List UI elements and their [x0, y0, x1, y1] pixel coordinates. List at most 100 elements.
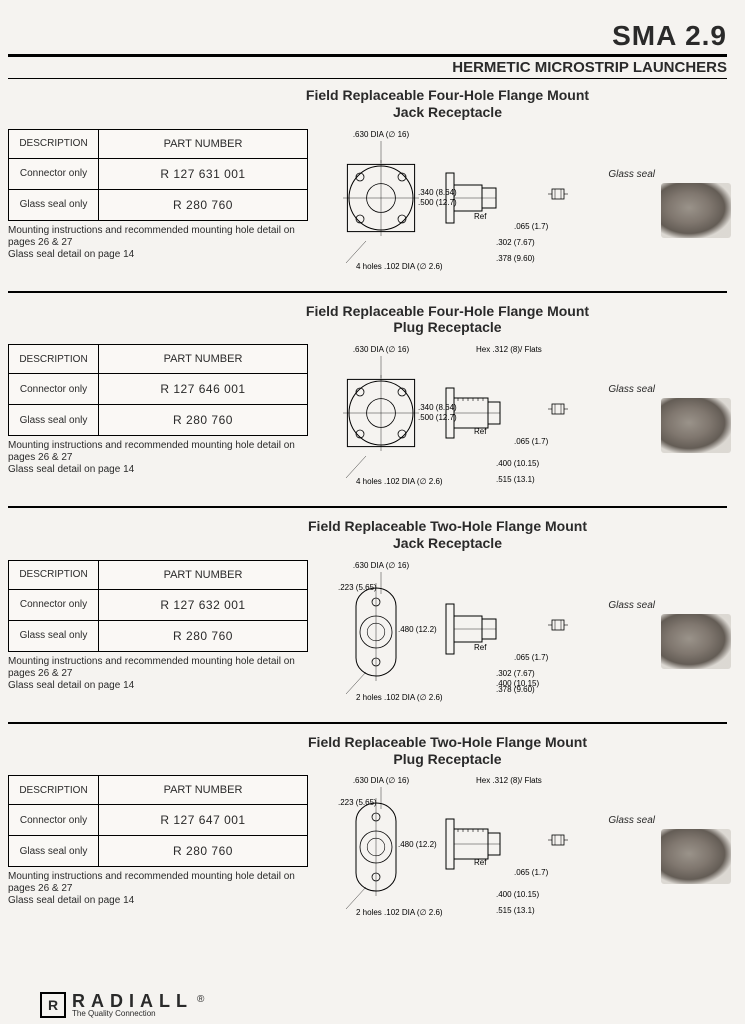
diagram-area: .630 DIA (∅ 16) Hex .312 (8)/ Flats .340… [326, 338, 727, 498]
svg-text:.065 (1.7): .065 (1.7) [514, 222, 549, 231]
svg-text:.500 (12.7): .500 (12.7) [418, 413, 457, 422]
section-title: Field Replaceable Two-Hole Flange Mount … [168, 734, 727, 768]
part-table: DESCRIPTION PART NUMBER Connector only R… [8, 129, 308, 221]
header-rule [8, 54, 727, 57]
technical-diagram: .630 DIA (∅ 16) .223 (5.65) .480 (12.2) … [326, 554, 626, 714]
cell-partnumber: R 280 760 [99, 189, 308, 220]
svg-text:.500 (12.7): .500 (12.7) [418, 198, 457, 207]
svg-text:4 holes .102 DIA (∅ 2.6): 4 holes .102 DIA (∅ 2.6) [356, 477, 443, 486]
diagram-area: .630 DIA (∅ 16) Hex .312 (8)/ Flats .223… [326, 769, 727, 929]
svg-text:.515 (13.1): .515 (13.1) [496, 906, 535, 915]
product-photo [661, 614, 731, 669]
cell-partnumber: R 127 632 001 [99, 589, 308, 620]
page-title: SMA 2.9 [8, 20, 727, 52]
header-rule-2 [8, 78, 727, 79]
svg-text:.065 (1.7): .065 (1.7) [514, 437, 549, 446]
svg-text:.302 (7.67): .302 (7.67) [496, 669, 535, 678]
svg-text:.630 DIA (∅ 16): .630 DIA (∅ 16) [353, 561, 410, 570]
svg-text:.480 (12.2): .480 (12.2) [398, 840, 437, 849]
svg-text:.065 (1.7): .065 (1.7) [514, 653, 549, 662]
mounting-note: Mounting instructions and recommended mo… [8, 225, 318, 261]
footer: R RADIALL ® The Quality Connection [40, 992, 204, 1018]
cell-desc: Glass seal only [9, 189, 99, 220]
product-photo [661, 829, 731, 884]
table-header-pn: PART NUMBER [99, 776, 308, 805]
footer-tagline: The Quality Connection [72, 1010, 204, 1018]
svg-text:.302 (7.67): .302 (7.67) [496, 238, 535, 247]
svg-text:.630 DIA (∅ 16): .630 DIA (∅ 16) [353, 130, 410, 139]
table-row: Glass seal only R 280 760 [9, 189, 308, 220]
svg-text:2 holes .102 DIA (∅ 2.6): 2 holes .102 DIA (∅ 2.6) [356, 908, 443, 917]
table-header-pn: PART NUMBER [99, 129, 308, 158]
svg-text:.480 (12.2): .480 (12.2) [398, 625, 437, 634]
section-title: Field Replaceable Two-Hole Flange Mount … [168, 518, 727, 552]
cell-partnumber: R 127 647 001 [99, 805, 308, 836]
svg-text:.630 DIA (∅ 16): .630 DIA (∅ 16) [353, 776, 410, 785]
part-table: DESCRIPTION PART NUMBER Connector only R… [8, 775, 308, 867]
table-header-desc: DESCRIPTION [9, 345, 99, 374]
table-header-desc: DESCRIPTION [9, 129, 99, 158]
product-photo [661, 398, 731, 453]
glass-seal-label: Glass seal [608, 815, 655, 826]
cell-desc: Glass seal only [9, 405, 99, 436]
svg-text:Ref: Ref [474, 643, 487, 652]
diagram-area: .630 DIA (∅ 16) .223 (5.65) .480 (12.2) … [326, 554, 727, 714]
cell-desc: Glass seal only [9, 836, 99, 867]
svg-text:Hex .312 (8)/ Flats: Hex .312 (8)/ Flats [476, 345, 542, 354]
section-title: Field Replaceable Four-Hole Flange Mount… [168, 303, 727, 337]
svg-text:2 holes .102 DIA (∅ 2.6): 2 holes .102 DIA (∅ 2.6) [356, 693, 443, 702]
catalog-section: Field Replaceable Four-Hole Flange Mount… [8, 87, 727, 293]
table-header-pn: PART NUMBER [99, 345, 308, 374]
table-header-desc: DESCRIPTION [9, 776, 99, 805]
technical-diagram: .630 DIA (∅ 16) Hex .312 (8)/ Flats .223… [326, 769, 626, 929]
svg-text:.223 (5.65): .223 (5.65) [338, 798, 377, 807]
table-row: Connector only R 127 632 001 [9, 589, 308, 620]
diagram-area: .630 DIA (∅ 16) .340 (8.64) .500 (12.7) … [326, 123, 727, 283]
catalog-section: Field Replaceable Four-Hole Flange Mount… [8, 303, 727, 509]
mounting-note: Mounting instructions and recommended mo… [8, 440, 318, 476]
table-header-desc: DESCRIPTION [9, 560, 99, 589]
table-row: Connector only R 127 631 001 [9, 158, 308, 189]
footer-brand: RADIALL [72, 991, 193, 1011]
svg-text:.340 (8.64): .340 (8.64) [418, 188, 457, 197]
table-row: Glass seal only R 280 760 [9, 620, 308, 651]
table-header-pn: PART NUMBER [99, 560, 308, 589]
glass-seal-label: Glass seal [608, 384, 655, 395]
registered-icon: ® [197, 994, 204, 1005]
cell-partnumber: R 280 760 [99, 405, 308, 436]
technical-diagram: .630 DIA (∅ 16) .340 (8.64) .500 (12.7) … [326, 123, 626, 283]
cell-desc: Glass seal only [9, 620, 99, 651]
catalog-section: Field Replaceable Two-Hole Flange Mount … [8, 734, 727, 938]
svg-text:.223 (5.65): .223 (5.65) [338, 583, 377, 592]
part-table: DESCRIPTION PART NUMBER Connector only R… [8, 344, 308, 436]
svg-text:Hex .312 (8)/ Flats: Hex .312 (8)/ Flats [476, 776, 542, 785]
svg-text:Ref: Ref [474, 858, 487, 867]
svg-text:4 holes .102 DIA (∅ 2.6): 4 holes .102 DIA (∅ 2.6) [356, 262, 443, 271]
footer-logo: R [40, 992, 66, 1018]
svg-text:.515 (13.1): .515 (13.1) [496, 475, 535, 484]
svg-text:Ref: Ref [474, 427, 487, 436]
glass-seal-label: Glass seal [608, 169, 655, 180]
cell-partnumber: R 127 631 001 [99, 158, 308, 189]
svg-text:Ref: Ref [474, 212, 487, 221]
glass-seal-label: Glass seal [608, 600, 655, 611]
cell-desc: Connector only [9, 805, 99, 836]
technical-diagram: .630 DIA (∅ 16) Hex .312 (8)/ Flats .340… [326, 338, 626, 498]
svg-text:.340 (8.64): .340 (8.64) [418, 403, 457, 412]
cell-partnumber: R 280 760 [99, 620, 308, 651]
table-row: Glass seal only R 280 760 [9, 836, 308, 867]
cell-desc: Connector only [9, 158, 99, 189]
svg-text:.400 (10.15): .400 (10.15) [496, 890, 539, 899]
product-photo [661, 183, 731, 238]
mounting-note: Mounting instructions and recommended mo… [8, 656, 318, 692]
catalog-section: Field Replaceable Two-Hole Flange Mount … [8, 518, 727, 724]
svg-text:.065 (1.7): .065 (1.7) [514, 868, 549, 877]
table-row: Connector only R 127 646 001 [9, 374, 308, 405]
part-table: DESCRIPTION PART NUMBER Connector only R… [8, 560, 308, 652]
section-title: Field Replaceable Four-Hole Flange Mount… [168, 87, 727, 121]
table-row: Glass seal only R 280 760 [9, 405, 308, 436]
cell-partnumber: R 280 760 [99, 836, 308, 867]
page-subtitle: HERMETIC MICROSTRIP LAUNCHERS [8, 59, 727, 76]
svg-text:.630 DIA (∅ 16): .630 DIA (∅ 16) [353, 345, 410, 354]
cell-desc: Connector only [9, 374, 99, 405]
